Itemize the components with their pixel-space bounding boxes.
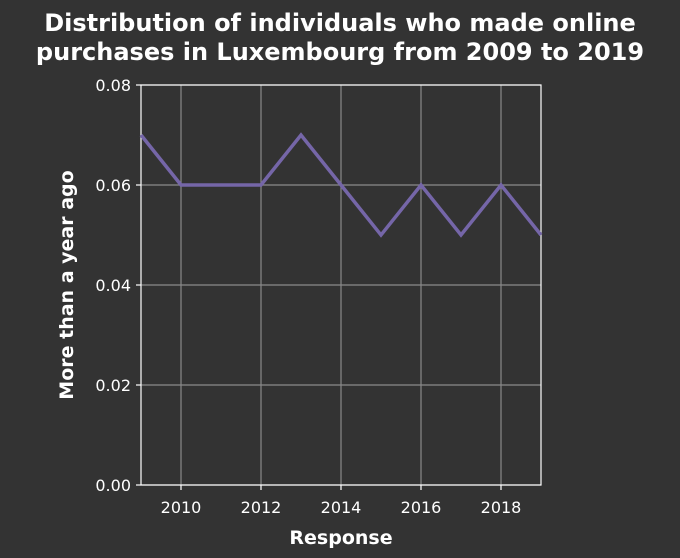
series-line (139, 132, 543, 238)
y-tick-label: 0.00 (95, 476, 131, 495)
y-tick-label: 0.08 (95, 76, 131, 95)
y-tick-label: 0.06 (95, 176, 131, 195)
chart-title-line-1: Distribution of individuals who made onl… (44, 9, 636, 37)
grid (141, 84, 541, 486)
y-axis-label: More than a year ago (56, 170, 78, 399)
x-axis-label: Response (289, 527, 392, 549)
axis-ticks: 2010 2012 2014 2016 2018 0.00 0.02 0.04 0.06 0.08 (95, 76, 521, 517)
y-tick-label: 0.02 (95, 376, 131, 395)
x-tick-label: 2012 (241, 498, 282, 517)
x-tick-label: 2016 (401, 498, 442, 517)
series (139, 132, 543, 238)
y-tick-label: 0.04 (95, 276, 131, 295)
x-tick-label: 2018 (481, 498, 522, 517)
x-tick-label: 2014 (321, 498, 362, 517)
x-tick-label: 2010 (161, 498, 202, 517)
chart-title-line-2: purchases in Luxembourg from 2009 to 201… (36, 38, 644, 66)
